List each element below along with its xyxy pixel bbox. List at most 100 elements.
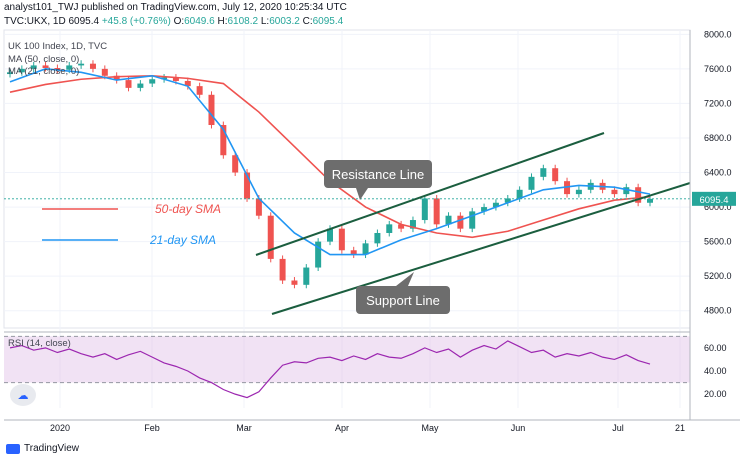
rsi-legend[interactable]: RSI (14, close) bbox=[8, 338, 71, 349]
support-line bbox=[271, 182, 691, 315]
price-grid bbox=[3, 29, 691, 408]
candle-body bbox=[362, 243, 369, 255]
time-tick-label: 2020 bbox=[50, 423, 70, 433]
legend-ma21[interactable]: MA (21, close, 0) bbox=[8, 66, 80, 77]
candle-body bbox=[196, 86, 203, 95]
candle-body bbox=[18, 68, 25, 73]
callouts-layer: Resistance Line Support Line 50-day SMA 21-… bbox=[42, 160, 450, 314]
candle-body bbox=[7, 72, 13, 75]
candle-body bbox=[398, 224, 405, 229]
support-callout-pointer bbox=[396, 272, 414, 286]
candle-body bbox=[137, 83, 144, 88]
support-callout-label: Support Line bbox=[366, 293, 440, 308]
candle-body bbox=[374, 232, 381, 244]
candle-body bbox=[504, 198, 511, 203]
rsi-panel bbox=[4, 331, 690, 399]
candle-body bbox=[575, 189, 582, 195]
candle-body bbox=[552, 168, 559, 182]
candle-body bbox=[30, 65, 37, 69]
ma21-line bbox=[9, 68, 651, 256]
open-label: O: bbox=[173, 16, 185, 27]
price-tick-label: 6800.0 bbox=[704, 133, 732, 143]
candle-body bbox=[220, 125, 227, 156]
price-tick-label: 7600.0 bbox=[704, 64, 732, 74]
candle-body bbox=[409, 220, 416, 229]
candle-body bbox=[386, 224, 393, 233]
candle-body bbox=[469, 211, 476, 229]
time-tick-label: Jun bbox=[511, 423, 526, 433]
legend-ma50[interactable]: MA (50, close, 0) bbox=[8, 54, 80, 65]
price-tick-label: 5600.0 bbox=[704, 237, 732, 247]
candle-body bbox=[208, 94, 215, 126]
close-value: 6095.4 bbox=[312, 16, 344, 27]
tradingview-mark-icon bbox=[6, 443, 20, 454]
rsi-line bbox=[9, 340, 651, 399]
candle-body bbox=[647, 198, 653, 203]
candle-body bbox=[635, 187, 642, 203]
time-tick-label: Jul bbox=[612, 423, 624, 433]
candle-body bbox=[78, 63, 85, 66]
candle-body bbox=[611, 189, 618, 195]
time-tick-label: May bbox=[421, 423, 439, 433]
candle-body bbox=[101, 68, 108, 76]
change-value: +45.8 (+0.76%) bbox=[101, 16, 171, 27]
candles-layer bbox=[7, 60, 653, 289]
candle-body bbox=[113, 75, 120, 81]
legend-title[interactable]: UK 100 Index, 1D, TVC bbox=[8, 41, 108, 52]
time-tick-label: Mar bbox=[236, 423, 252, 433]
rsi-tick-label: 40.00 bbox=[704, 366, 727, 376]
open-value: 6049.6 bbox=[184, 16, 215, 27]
high-label: H: bbox=[217, 16, 228, 27]
rsi-tick-label: 20.00 bbox=[704, 389, 727, 399]
candle-body bbox=[291, 280, 298, 285]
time-tick-label: Feb bbox=[144, 423, 160, 433]
candle-body bbox=[327, 228, 333, 242]
candle-body bbox=[338, 228, 345, 251]
price-tick-label: 7200.0 bbox=[704, 98, 732, 108]
symbol-label[interactable]: TVC:UKX, 1D bbox=[4, 16, 66, 27]
candle-body bbox=[303, 267, 310, 285]
cloud-icon[interactable]: ☁ bbox=[10, 384, 36, 406]
candle-body bbox=[54, 68, 61, 70]
last-price: 6095.4 bbox=[68, 16, 100, 27]
tradingview-logo[interactable]: TradingView bbox=[6, 443, 79, 454]
candle-body bbox=[421, 198, 428, 221]
channel-layer bbox=[255, 132, 691, 315]
candle-body bbox=[66, 65, 73, 70]
candle-body bbox=[279, 258, 286, 281]
last-price-badge: 6095.4 bbox=[699, 195, 728, 206]
resistance-callout bbox=[324, 160, 432, 188]
candle-body bbox=[42, 65, 49, 69]
candle-body bbox=[267, 215, 274, 259]
candle-body bbox=[315, 241, 322, 268]
price-tick-label: 5200.0 bbox=[704, 271, 732, 281]
candle-body bbox=[125, 80, 132, 88]
time-tick-label: Apr bbox=[335, 423, 349, 433]
price-tick-label: 4800.0 bbox=[704, 306, 732, 316]
candle-body bbox=[350, 250, 357, 255]
low-label: L: bbox=[260, 16, 270, 27]
time-tick-label: 21 bbox=[675, 423, 685, 433]
candle-body bbox=[492, 202, 499, 208]
ohlc-bar: TVC:UKX, 1D 6095.4 +45.8 (+0.76%) O:6049… bbox=[4, 16, 343, 27]
resistance-line bbox=[255, 132, 605, 256]
brand-label: TradingView bbox=[24, 443, 80, 454]
last-price-badge-bg bbox=[692, 191, 736, 206]
support-callout bbox=[356, 286, 450, 314]
ma50-line bbox=[9, 74, 651, 239]
price-tick-label: 6000.0 bbox=[704, 202, 732, 212]
publish-info: analyst101_TWJ published on TradingView.… bbox=[4, 2, 347, 13]
candle-body bbox=[516, 189, 523, 199]
candle-body bbox=[244, 172, 251, 199]
candle-body bbox=[540, 168, 547, 177]
resistance-callout-label: Resistance Line bbox=[332, 167, 425, 182]
ma21-key-label: 21-day SMA bbox=[149, 233, 216, 247]
resistance-callout-pointer bbox=[356, 188, 368, 200]
candle-body bbox=[623, 187, 630, 195]
price-tick-label: 8000.0 bbox=[704, 29, 732, 39]
candle-body bbox=[149, 79, 156, 84]
rsi-tick-label: 60.00 bbox=[704, 343, 727, 353]
low-value: 6003.2 bbox=[269, 16, 300, 27]
candle-body bbox=[528, 176, 535, 190]
